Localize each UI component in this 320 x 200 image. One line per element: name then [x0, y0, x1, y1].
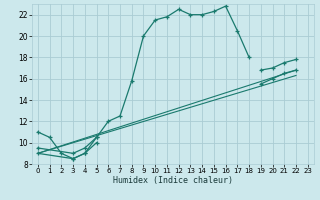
X-axis label: Humidex (Indice chaleur): Humidex (Indice chaleur): [113, 176, 233, 185]
